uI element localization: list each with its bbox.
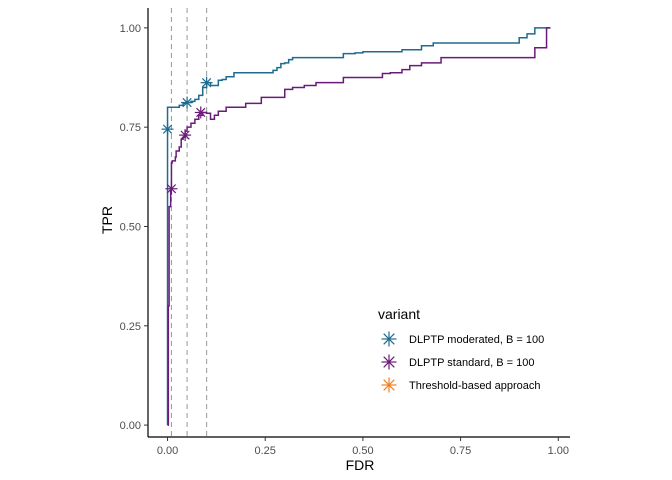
marker-stroke bbox=[201, 78, 212, 88]
y-tick-label: 1.00 bbox=[120, 23, 141, 35]
marker-layer bbox=[161, 76, 213, 195]
y-axis-label: TPR bbox=[99, 206, 115, 234]
y-tick-label: 0.25 bbox=[120, 321, 141, 333]
marker-stroke bbox=[383, 379, 395, 391]
marker-stroke bbox=[196, 107, 206, 118]
marker-stroke bbox=[182, 97, 192, 108]
data-marker bbox=[200, 76, 213, 89]
x-tick-label: 0.75 bbox=[450, 445, 471, 457]
data-marker bbox=[165, 182, 178, 195]
legend-entries: DLPTP moderated, B = 100 DLPTP standard, … bbox=[381, 331, 544, 393]
data-marker bbox=[161, 123, 174, 136]
legend-key bbox=[381, 331, 397, 347]
series-layer bbox=[166, 27, 551, 426]
data-marker bbox=[179, 129, 192, 142]
marker-stroke bbox=[383, 333, 395, 345]
marker-stroke bbox=[166, 184, 177, 194]
data-marker bbox=[194, 106, 207, 119]
legend-key bbox=[381, 354, 397, 370]
x-tick-label: 1.00 bbox=[548, 445, 569, 457]
x-tick-label: 0.25 bbox=[255, 445, 276, 457]
marker-stroke bbox=[383, 356, 395, 368]
axes: 0.00 0.25 0.50 0.75 1.00 0.00 0.25 0.50 0.75 1.0… bbox=[99, 8, 570, 473]
data-marker bbox=[181, 96, 194, 109]
legend-key bbox=[381, 377, 397, 393]
series-line bbox=[166, 27, 551, 426]
x-axis-label: FDR bbox=[346, 457, 375, 473]
y-ticks: 0.00 0.25 0.50 0.75 1.00 bbox=[120, 23, 148, 432]
x-tick-label: 0.50 bbox=[352, 445, 373, 457]
x-ticks: 0.00 0.25 0.50 0.75 1.00 bbox=[157, 437, 569, 457]
y-tick-label: 0.75 bbox=[120, 122, 141, 134]
x-tick-label: 0.00 bbox=[157, 445, 178, 457]
legend-label: DLPTP standard, B = 100 bbox=[409, 357, 534, 369]
legend-title: variant bbox=[378, 306, 420, 322]
legend-label: DLPTP moderated, B = 100 bbox=[409, 334, 544, 346]
y-tick-label: 0.50 bbox=[120, 221, 141, 233]
marker-stroke bbox=[180, 130, 190, 140]
marker-stroke bbox=[162, 124, 173, 134]
series-line bbox=[167, 27, 551, 426]
y-tick-label: 0.00 bbox=[120, 420, 141, 432]
legend-label: Threshold-based approach bbox=[409, 380, 540, 392]
legend: variant DLPTP moderated, B = 100 DLPTP st… bbox=[378, 306, 544, 393]
